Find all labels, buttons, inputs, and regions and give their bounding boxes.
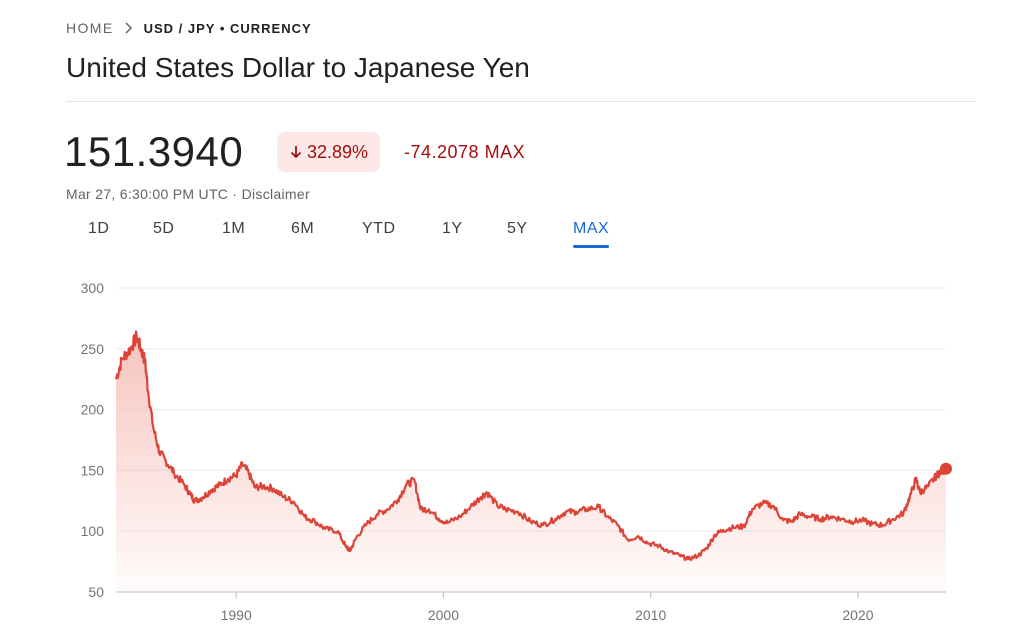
range-tab-ytd[interactable]: YTD [362,220,396,237]
breadcrumb: HOME USD / JPY • CURRENCY [66,20,312,36]
quote-timestamp: Mar 27, 6:30:00 PM UTC · Disclaimer [66,186,310,202]
breadcrumb-currency-pair: USD / JPY • CURRENCY [143,20,312,36]
y-tick-label: 200 [81,402,105,418]
range-tab-6m[interactable]: 6M [291,220,315,237]
y-tick-label: 300 [81,280,105,296]
range-tab-1m[interactable]: 1M [222,220,246,237]
range-tab-5y[interactable]: 5Y [507,220,528,237]
y-tick-label: 100 [81,523,105,539]
current-price-point [940,462,952,475]
x-tick-label: 2010 [635,607,666,623]
percent-change-value: 32.89% [307,141,369,162]
disclaimer-link[interactable]: Disclaimer [241,186,310,202]
price-area-fill [116,331,946,592]
y-tick-label: 50 [88,584,104,600]
timestamp-separator: · [232,186,238,202]
percent-change-badge: 32.89% [277,132,381,172]
timestamp-text: Mar 27, 6:30:00 PM UTC [66,186,229,202]
absolute-change-range: MAX [484,142,526,162]
absolute-change-value: -74.2078 [404,142,480,162]
x-tick-label: 2020 [842,607,873,623]
range-tab-1y[interactable]: 1Y [442,220,463,237]
price-chart[interactable]: 50 100 150 200 250 300 1990 2000 2010 2020 [0,270,1024,636]
absolute-change: -74.2078 MAX [404,142,525,163]
y-tick-label: 150 [81,462,105,478]
range-tab-max[interactable]: MAX [573,220,610,248]
x-tick-label: 1990 [221,607,252,623]
range-tab-1d[interactable]: 1D [88,220,110,237]
arrow-down-icon [289,144,303,160]
y-tick-label: 250 [81,341,105,357]
header-divider [66,101,976,102]
chevron-right-icon [124,22,134,34]
page-title: United States Dollar to Japanese Yen [66,52,530,83]
breadcrumb-home-link[interactable]: HOME [66,20,114,36]
x-tick-label: 2000 [428,607,459,623]
price-line [114,330,948,561]
range-tab-5d[interactable]: 5D [153,220,175,237]
current-price: 151.3940 [64,128,244,175]
